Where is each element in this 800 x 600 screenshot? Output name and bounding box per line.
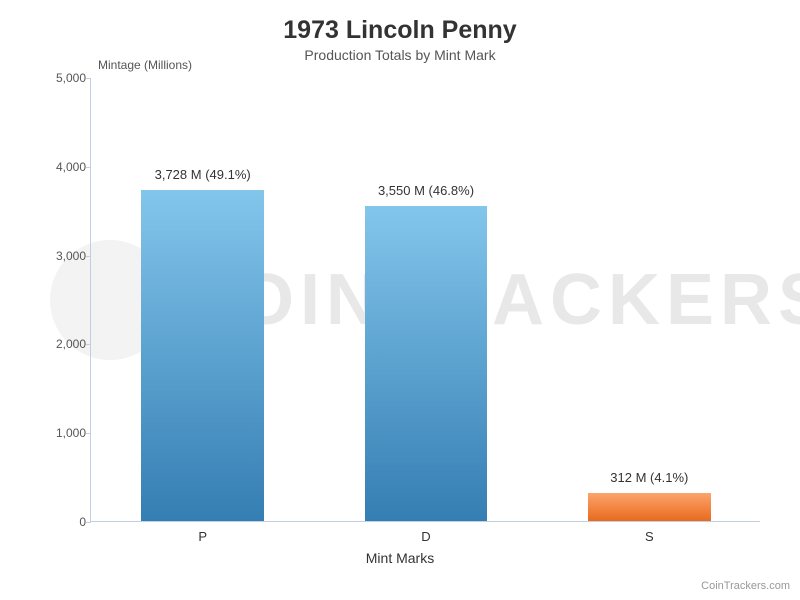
y-tick [86,167,91,168]
bar-S [588,493,711,521]
y-tick-label: 2,000 [26,337,86,351]
y-axis-label: Mintage (Millions) [98,58,192,72]
x-axis-label: Mint Marks [0,550,800,566]
y-tick [86,256,91,257]
bar-value-label: 312 M (4.1%) [558,470,741,485]
attribution: CoinTrackers.com [701,580,790,592]
bar-value-label: 3,550 M (46.8%) [335,183,518,198]
y-tick [86,78,91,79]
x-tick-label: D [365,529,488,544]
x-tick-label: P [141,529,264,544]
bar-value-label: 3,728 M (49.1%) [111,167,294,182]
bar-P [141,190,264,521]
y-tick-label: 4,000 [26,160,86,174]
y-tick [86,433,91,434]
y-tick-label: 1,000 [26,426,86,440]
plot-area: 3,728 M (49.1%)P3,550 M (46.8%)D312 M (4… [90,78,760,522]
bar-D [365,206,488,521]
y-tick-label: 3,000 [26,249,86,263]
y-tick [86,344,91,345]
y-tick-label: 5,000 [26,71,86,85]
y-tick-label: 0 [26,515,86,529]
y-tick [86,522,91,523]
x-tick-label: S [588,529,711,544]
chart-title: 1973 Lincoln Penny [0,0,800,45]
chart-container: COINTRACKERS 1973 Lincoln Penny Producti… [0,0,800,600]
